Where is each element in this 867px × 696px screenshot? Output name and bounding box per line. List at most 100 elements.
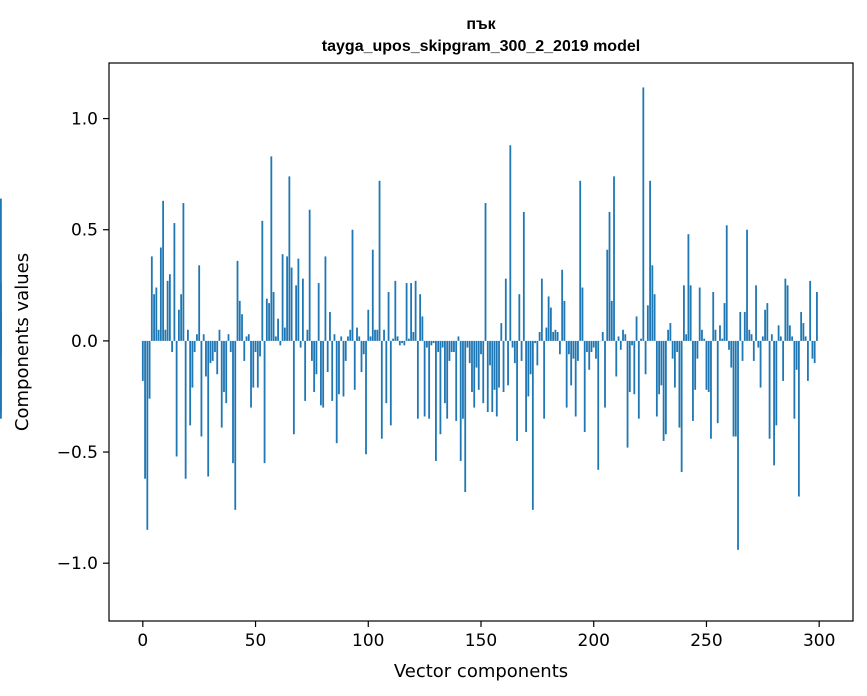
bar [651,265,654,341]
bar [696,340,699,359]
x-tick-label: 150 [465,631,497,651]
bar [338,340,340,395]
x-tick-label: 0 [137,631,148,651]
bar [446,340,449,419]
bar [216,340,219,375]
bar [308,209,311,341]
bar [534,340,537,344]
bar [538,332,541,341]
bar [0,338,2,341]
bar [719,325,721,341]
bar [513,340,516,364]
bar [592,340,595,348]
bar [324,256,327,341]
bar [448,340,451,361]
bar [716,340,719,424]
bar [640,338,642,341]
y-tick-label: 0.0 [71,332,98,352]
bar [223,340,225,393]
bar [193,340,196,353]
bar [797,340,800,497]
bar [450,340,453,353]
bar [168,274,171,341]
bar [549,307,552,341]
bar [770,334,773,341]
bar [374,329,376,341]
bar [590,340,593,353]
bar [683,285,685,341]
bar [349,329,352,341]
bar [536,340,539,366]
bar [635,316,638,341]
bar [245,336,248,341]
bar [561,269,564,341]
bar [297,258,300,341]
bar [574,340,577,417]
bar [793,340,796,419]
bar [279,340,282,346]
bar [371,249,374,341]
bar [177,309,180,341]
bar [229,340,232,353]
bar [369,336,372,341]
bar [622,329,624,341]
bar [218,329,221,341]
bar [750,334,753,341]
bar [335,340,338,444]
bar [721,338,724,341]
bar [637,340,640,419]
bar [459,340,462,461]
y-axis-ticks: −1.0 −0.5 0.0 0.5 1.0 [57,110,109,574]
bar [320,340,322,406]
bar [813,340,816,364]
bar [725,225,728,341]
bar [360,340,363,373]
bar [333,334,336,341]
bar [768,340,771,439]
bar [439,340,442,435]
bar [398,340,401,346]
bar [392,338,394,341]
bar [759,340,762,388]
bar [554,329,557,341]
bar [351,229,354,341]
bar [664,340,667,435]
bar [701,329,703,341]
bar [268,303,270,341]
bar [435,340,437,461]
x-tick-label: 250 [690,631,722,651]
bar [464,340,467,493]
bar [265,298,268,341]
bar [209,340,212,364]
bar [144,340,146,479]
bar [777,325,780,341]
bar [734,340,737,437]
bar [807,340,809,381]
bar [710,340,712,439]
bar [286,256,289,341]
bar [326,340,329,373]
bar [685,334,688,341]
bar [619,340,622,350]
y-axis-label: Components values [12,253,33,431]
bar [655,340,658,417]
bar [489,340,491,366]
bar [604,340,606,408]
bar [658,340,661,395]
bar [502,340,505,393]
bar [509,145,512,341]
bar [232,340,234,464]
bar [477,340,480,390]
y-tick-label: 0.5 [71,221,98,241]
bar [579,180,582,341]
bar [692,340,694,421]
bar [148,340,151,399]
plot-area-frame [108,62,854,622]
bar [673,340,676,388]
bar [295,285,298,341]
bar [462,340,464,419]
bar [809,280,812,341]
bar [396,336,399,341]
bar [626,340,629,448]
bar [261,220,264,341]
